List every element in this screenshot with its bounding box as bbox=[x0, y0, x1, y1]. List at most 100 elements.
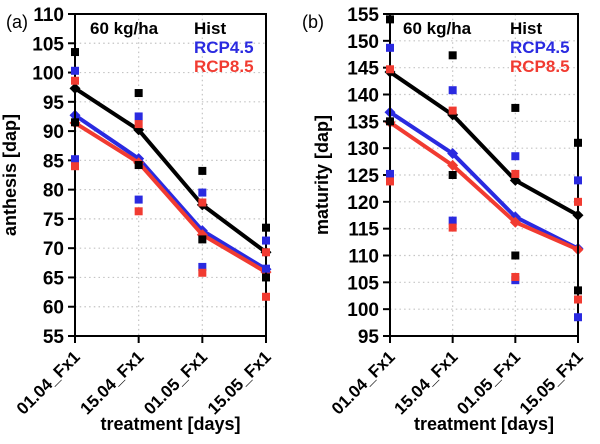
y-tick-label: 135 bbox=[347, 112, 379, 133]
y-tick-label: 155 bbox=[347, 5, 379, 26]
scatter-point-rcp4.5 bbox=[574, 176, 582, 185]
scatter-point-rcp8.5 bbox=[574, 197, 582, 206]
scatter-point-hist bbox=[134, 161, 143, 170]
y-tick-label: 130 bbox=[347, 139, 379, 160]
scatter-point-rcp4.5 bbox=[134, 112, 143, 121]
legend-entry-rcp4.5: RCP4.5 bbox=[194, 38, 254, 57]
mean-marker-rcp8.5 bbox=[509, 216, 521, 228]
scatter-point-rcp4.5 bbox=[262, 236, 270, 245]
y-tick-label: 150 bbox=[347, 32, 379, 53]
y-tick-label: 85 bbox=[43, 151, 65, 172]
scatter-point-hist bbox=[71, 48, 79, 57]
legend-entry-rcp8.5: RCP8.5 bbox=[510, 57, 570, 76]
y-tick-label: 120 bbox=[347, 193, 379, 214]
scatter-point-hist bbox=[511, 103, 520, 112]
mean-line-rcp4.5 bbox=[73, 113, 268, 272]
scatter-point-hist bbox=[134, 89, 143, 98]
y-tick-label: 75 bbox=[43, 210, 65, 231]
scatter-point-hist bbox=[386, 15, 394, 24]
x-axis-title: treatment [days] bbox=[100, 414, 240, 434]
mean-line-rcp4.5 bbox=[388, 110, 580, 251]
scatter-point-rcp8.5 bbox=[134, 120, 143, 129]
y-tick-label: 65 bbox=[43, 268, 65, 289]
scatter-point-hist bbox=[71, 118, 79, 127]
maturity-chart-svg: 95 100 105 110 115 120 125 130 135 140 145 150 155 01… bbox=[302, 5, 587, 434]
mean-line-hist bbox=[73, 86, 268, 255]
scatter-point-rcp8.5 bbox=[574, 295, 582, 304]
x-tick-label: 01.05_Fx1 bbox=[453, 347, 524, 418]
y-tick-label: 105 bbox=[347, 273, 379, 294]
x-tick-label: 15.04_Fx1 bbox=[391, 347, 462, 418]
scatter-point-rcp8.5 bbox=[134, 207, 143, 216]
scatter-point-rcp4.5 bbox=[386, 43, 394, 52]
scatter-point-hist bbox=[198, 166, 207, 175]
y-tick-label: 70 bbox=[43, 239, 64, 260]
plot-frame bbox=[74, 13, 267, 337]
scatter-point-rcp4.5 bbox=[511, 152, 520, 161]
scatter-point-rcp4.5 bbox=[71, 66, 79, 75]
y-axis-title: maturity [dap] bbox=[312, 115, 332, 235]
scatter-point-hist bbox=[511, 251, 520, 260]
scatter-point-hist bbox=[386, 117, 394, 126]
scatter-point-rcp4.5 bbox=[386, 169, 394, 178]
scatter-point-hist bbox=[574, 286, 582, 295]
scatter-point-hist bbox=[574, 138, 582, 147]
panel-label: (b) bbox=[302, 12, 324, 32]
scatter-point-hist bbox=[448, 51, 457, 60]
y-tick-label: 90 bbox=[43, 122, 64, 143]
scatter-point-rcp8.5 bbox=[448, 223, 457, 232]
scatter-point-hist bbox=[262, 223, 270, 232]
scatter-point-rcp8.5 bbox=[71, 76, 79, 85]
scatter-point-rcp4.5 bbox=[198, 262, 207, 271]
scatter-point-hist bbox=[262, 273, 270, 282]
scatter-point-rcp8.5 bbox=[386, 65, 394, 74]
y-tick-label: 145 bbox=[347, 59, 379, 80]
scatter-point-rcp8.5 bbox=[198, 268, 207, 277]
legend-entry-rcp8.5: RCP8.5 bbox=[194, 57, 254, 76]
scatter-point-rcp4.5 bbox=[198, 188, 207, 197]
y-tick-label: 100 bbox=[32, 64, 64, 85]
scatter-point-rcp4.5 bbox=[574, 313, 582, 322]
panel-label: (a) bbox=[6, 12, 28, 32]
legend-entry-hist: Hist bbox=[510, 19, 542, 38]
legend-annotation: 60 kg/ha bbox=[90, 19, 159, 38]
scatter-point-rcp8.5 bbox=[198, 198, 207, 207]
y-axis-title: anthesis [dap] bbox=[0, 114, 20, 236]
y-tick-label: 95 bbox=[43, 93, 65, 114]
y-tick-label: 110 bbox=[348, 247, 379, 268]
scatter-point-hist bbox=[198, 235, 207, 244]
scatter-point-rcp8.5 bbox=[448, 106, 457, 115]
scatter-point-rcp8.5 bbox=[511, 169, 520, 178]
scatter-point-rcp8.5 bbox=[71, 162, 79, 171]
y-tick-label: 110 bbox=[33, 5, 64, 26]
panel-anthesis: 55 60 65 70 75 80 85 90 95 100 105 110 01.04_Fx1 15.0… bbox=[0, 5, 275, 434]
x-axis-title: treatment [days] bbox=[414, 414, 554, 434]
y-tick-label: 125 bbox=[347, 166, 379, 187]
y-tick-label: 80 bbox=[43, 181, 64, 202]
scatter-point-rcp4.5 bbox=[448, 86, 457, 95]
legend-entry-hist: Hist bbox=[194, 19, 226, 38]
scatter-point-rcp8.5 bbox=[262, 292, 270, 301]
scatter-point-rcp4.5 bbox=[448, 216, 457, 225]
y-tick-label: 105 bbox=[32, 34, 64, 55]
x-tick-label: 15.05_Fx1 bbox=[516, 347, 587, 418]
y-tick-label: 115 bbox=[348, 220, 379, 241]
y-tick-label: 140 bbox=[347, 86, 379, 107]
x-tick-label: 15.05_Fx1 bbox=[204, 347, 275, 418]
y-tick-label: 55 bbox=[43, 327, 65, 348]
scatter-point-rcp4.5 bbox=[71, 155, 79, 164]
x-tick-label: 01.04_Fx1 bbox=[13, 347, 84, 418]
y-tick-label: 95 bbox=[358, 327, 380, 348]
scatter-point-rcp4.5 bbox=[262, 264, 270, 273]
scatter-point-hist bbox=[448, 171, 457, 179]
scatter-point-rcp8.5 bbox=[386, 177, 394, 186]
panel-maturity: 95 100 105 110 115 120 125 130 135 140 145 150 155 01… bbox=[300, 0, 600, 444]
anthesis-chart-svg: 55606570758085909510010511001.04_Fx115.0… bbox=[0, 5, 275, 434]
mean-marker-rcp8.5 bbox=[447, 159, 459, 171]
legend-annotation: 60 kg/ha bbox=[403, 19, 472, 38]
y-tick-label: 100 bbox=[347, 300, 379, 321]
mean-line-hist bbox=[388, 69, 580, 218]
scatter-point-rcp4.5 bbox=[134, 195, 143, 204]
x-tick-label: 01.04_Fx1 bbox=[328, 347, 399, 418]
